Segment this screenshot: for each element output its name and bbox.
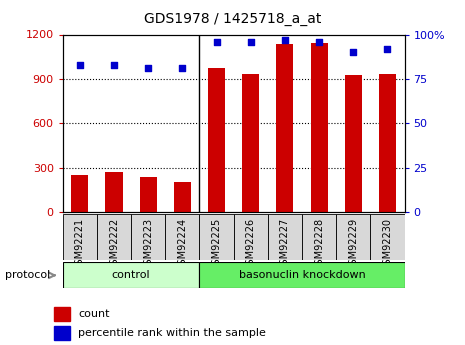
Text: basonuclin knockdown: basonuclin knockdown (239, 270, 365, 280)
Text: GSM92227: GSM92227 (280, 218, 290, 271)
Point (350, 50, 357, 55)
Bar (379, 74, 396, 212)
Bar (336, 214, 370, 260)
Bar (63, 262, 199, 288)
Bar (199, 262, 405, 288)
Point (213, 39, 220, 45)
Bar (311, 43, 328, 212)
Bar (345, 75, 362, 212)
Text: GSM92230: GSM92230 (382, 218, 392, 270)
Bar (268, 214, 302, 260)
Bar (54, 326, 70, 339)
Text: count: count (78, 309, 110, 319)
Bar (199, 214, 233, 260)
Point (281, 37, 289, 42)
Bar (131, 214, 165, 260)
Bar (208, 68, 225, 212)
Text: GSM92222: GSM92222 (109, 218, 119, 271)
Bar (174, 182, 191, 212)
Bar (71, 175, 88, 212)
Bar (140, 177, 157, 212)
Text: GSM92226: GSM92226 (246, 218, 256, 271)
Text: GSM92224: GSM92224 (177, 218, 187, 271)
Point (384, 46, 391, 51)
Bar (233, 214, 268, 260)
Text: GSM92223: GSM92223 (143, 218, 153, 271)
Text: GSM92228: GSM92228 (314, 218, 324, 271)
Text: GSM92221: GSM92221 (75, 218, 85, 271)
Text: GDS1978 / 1425718_a_at: GDS1978 / 1425718_a_at (144, 12, 321, 26)
Point (315, 39, 323, 45)
Text: GSM92229: GSM92229 (348, 218, 359, 271)
Point (179, 66, 186, 71)
Bar (165, 214, 199, 260)
Bar (106, 172, 123, 212)
Point (110, 62, 118, 68)
Bar (63, 214, 97, 260)
Text: protocol: protocol (5, 270, 50, 280)
Bar (54, 307, 70, 321)
Bar (276, 44, 293, 212)
Text: control: control (112, 270, 151, 280)
Bar (302, 214, 336, 260)
Bar (370, 214, 405, 260)
Bar (97, 214, 131, 260)
Point (247, 39, 254, 45)
Text: percentile rank within the sample: percentile rank within the sample (78, 328, 266, 338)
Point (76, 62, 84, 68)
Point (145, 66, 152, 71)
Text: GSM92225: GSM92225 (212, 218, 222, 271)
Bar (242, 75, 259, 212)
